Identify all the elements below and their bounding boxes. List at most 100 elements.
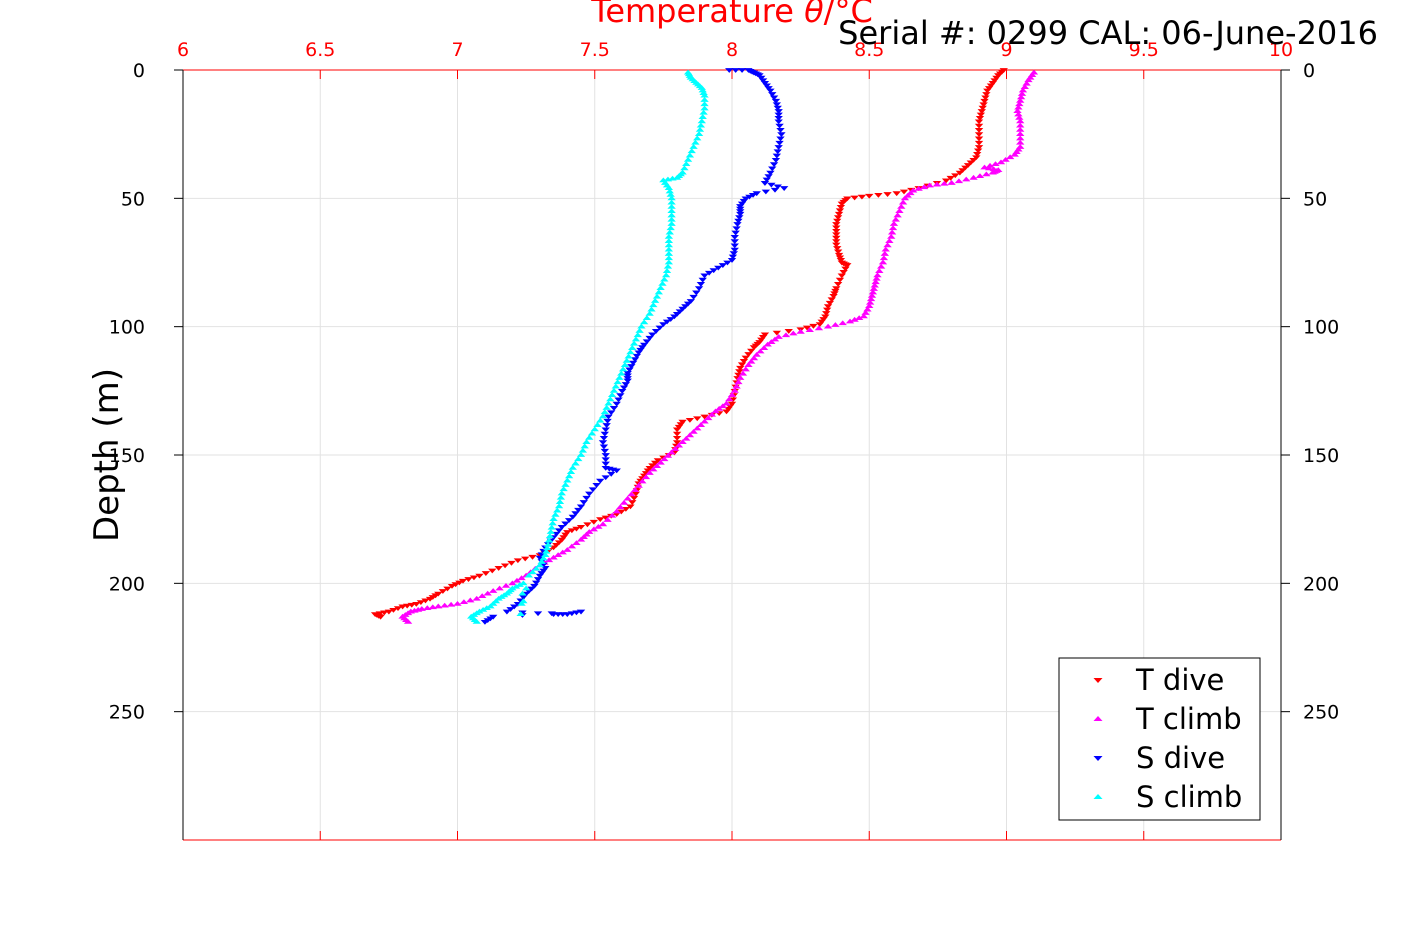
data-point [561, 521, 570, 527]
data-point [521, 556, 530, 562]
data-point [974, 140, 984, 146]
data-point [554, 503, 564, 509]
data-point [547, 611, 556, 617]
data-point [958, 168, 967, 173]
data-point [480, 619, 490, 625]
data-point [559, 486, 568, 492]
data-point [761, 189, 771, 195]
data-point [629, 495, 639, 501]
data-point [609, 406, 619, 411]
y-tick-label-right: 150 [1303, 445, 1339, 467]
data-point [617, 509, 626, 515]
x-tick-label: 6 [177, 39, 189, 61]
data-point [974, 145, 984, 150]
data-point [652, 293, 662, 299]
data-point [517, 600, 526, 606]
data-point [582, 439, 591, 445]
data-point [692, 290, 701, 296]
data-point [730, 247, 739, 253]
series-t-climb [398, 69, 1039, 624]
data-point [982, 171, 991, 177]
data-point [898, 199, 908, 205]
data-point [737, 68, 747, 73]
data-point [638, 478, 647, 484]
data-point [974, 123, 984, 129]
axes [174, 69, 1290, 841]
data-point [822, 311, 831, 316]
data-point [771, 98, 781, 104]
data-point [675, 309, 685, 315]
data-point [542, 548, 551, 554]
data-point [664, 259, 674, 265]
data-point [672, 440, 682, 446]
data-point [568, 464, 577, 470]
data-point [973, 148, 983, 154]
data-point [645, 465, 654, 471]
data-point [773, 149, 782, 155]
data-point [656, 285, 665, 291]
data-point [861, 310, 870, 315]
data-point [955, 170, 965, 176]
data-point [736, 211, 745, 217]
data-point [700, 414, 709, 420]
legend-box [1058, 657, 1261, 821]
data-point [554, 528, 564, 534]
data-point [865, 303, 874, 309]
data-point [602, 405, 611, 410]
data-point [749, 355, 759, 361]
data-point [735, 215, 744, 221]
data-point [620, 362, 630, 368]
data-point [634, 482, 643, 488]
data-point [655, 325, 664, 331]
data-point [604, 400, 613, 406]
data-point [434, 603, 443, 609]
data-point [735, 369, 744, 375]
data-point [718, 403, 728, 409]
data-point [887, 233, 896, 239]
data-point [533, 611, 543, 617]
data-point [579, 534, 588, 540]
data-point [833, 218, 842, 224]
data-point [832, 232, 841, 238]
data-point [549, 554, 558, 560]
data-point [664, 246, 674, 252]
data-point [663, 452, 673, 458]
data-point [700, 97, 709, 102]
data-point [947, 180, 956, 185]
data-point [880, 251, 890, 256]
legend-label: S dive [1136, 741, 1225, 775]
data-point [831, 322, 840, 327]
data-point [768, 92, 777, 97]
data-point [438, 589, 448, 594]
data-point [685, 418, 695, 423]
data-point [762, 177, 771, 183]
series-s-climb [467, 69, 709, 624]
data-point [834, 211, 844, 217]
data-point [638, 345, 647, 351]
data-point [940, 180, 949, 186]
data-point [836, 258, 846, 263]
data-point [873, 272, 882, 278]
data-point [488, 600, 498, 606]
data-point [741, 355, 750, 361]
data-point [738, 370, 748, 376]
data-point [832, 228, 841, 234]
data-point [648, 332, 657, 338]
data-point [1020, 84, 1029, 90]
data-point [988, 80, 997, 86]
data-point [774, 334, 783, 339]
data-point [506, 607, 515, 612]
data-point [572, 610, 581, 616]
data-point [576, 524, 586, 530]
data-point [830, 291, 839, 297]
data-point [734, 218, 743, 224]
data-point [854, 315, 864, 321]
data-point [667, 216, 676, 222]
data-point [664, 238, 674, 244]
data-point [501, 583, 511, 588]
data-point [1017, 91, 1027, 96]
data-point [833, 249, 843, 255]
data-point [645, 470, 654, 475]
data-point [672, 435, 682, 441]
data-point [977, 109, 986, 114]
